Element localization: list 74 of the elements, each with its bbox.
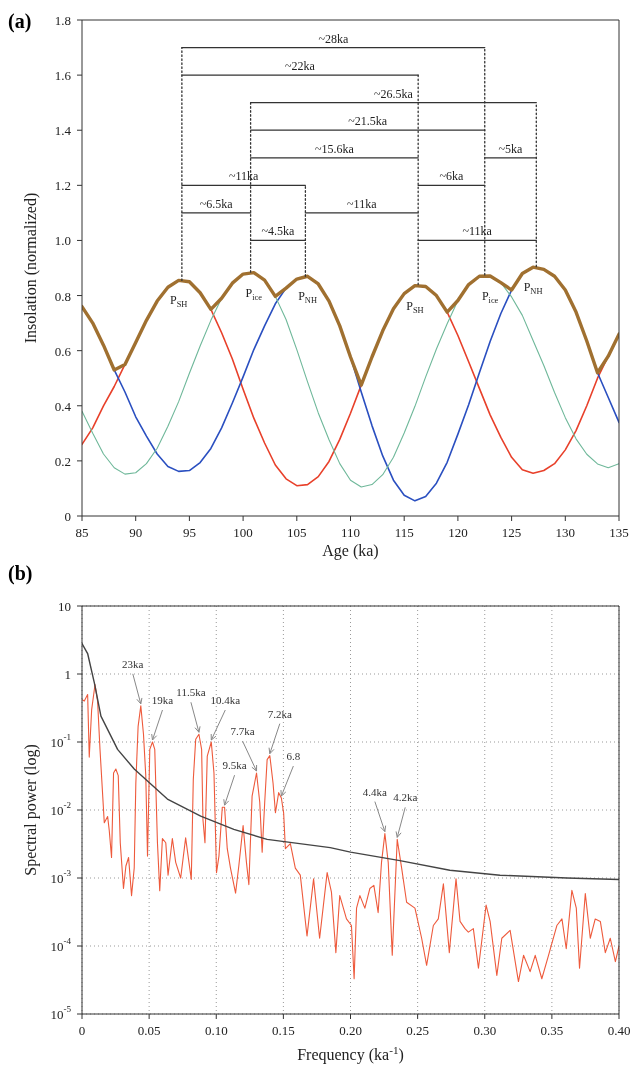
y-axis-title: Spectral power (log): [21, 744, 40, 876]
y-tick-label: 1.2: [54, 177, 71, 193]
annotation: ~15.6ka: [314, 141, 355, 156]
line-series: [82, 265, 619, 387]
x-tick-label: 120: [448, 525, 468, 540]
x-tick-label: 95: [182, 525, 196, 540]
annotation: P$_{SH}$: [169, 293, 188, 310]
x-tick-label: 0.10: [204, 1023, 228, 1038]
y-tick-label: 10$^{-1}$: [50, 732, 71, 750]
y-tick-label: 1.8: [54, 12, 71, 28]
x-tick-label: 0.15: [272, 1023, 295, 1038]
annotation: ~5ka: [498, 141, 524, 156]
x-tick-label: 0.20: [339, 1023, 362, 1038]
x-tick-label: 0.30: [473, 1023, 497, 1038]
x-axis-title: Age (ka): [322, 542, 379, 560]
x-tick-label: 0.25: [406, 1023, 429, 1038]
annotation: 4.4ka: [362, 785, 388, 798]
y-tick-label: 0: [64, 508, 71, 524]
annotation: P$_{ice}$: [245, 285, 263, 302]
annotation: 7.7ka: [230, 725, 255, 737]
x-tick-label: 90: [129, 525, 143, 540]
y-tick-label: 10$^{-5}$: [50, 1004, 72, 1022]
annotation: ~6.5ka: [199, 196, 234, 211]
annotation: ~11ka: [347, 196, 378, 211]
x-tick-label: 105: [287, 525, 307, 540]
annotation: 11.5ka: [176, 686, 206, 699]
annotation: 6.8: [286, 750, 301, 763]
x-axis-title: Frequency (ka$^{-1}$): [297, 1044, 404, 1064]
y-tick-label: 0.8: [54, 288, 71, 304]
x-tick-label: 115: [394, 525, 414, 540]
y-tick-label: 10$^{-2}$: [50, 800, 72, 818]
y-tick-label: 0.2: [54, 453, 71, 469]
annotation: P$_{NH}$: [298, 289, 317, 306]
annotation: ~11ka: [462, 224, 493, 239]
y-tick-label: 1.0: [54, 232, 71, 248]
x-tick-label: 0.05: [137, 1023, 161, 1038]
x-tick-label: 0.40: [607, 1023, 630, 1038]
y-tick-label: 1.4: [54, 122, 72, 138]
line-series: [82, 683, 619, 983]
annotation: ~28ka: [318, 31, 349, 46]
chart-title: (b): [8, 562, 33, 585]
y-tick-label: 10$^{-3}$: [50, 868, 72, 886]
annotation: ~6ka: [439, 169, 465, 184]
y-tick-label: 10: [58, 598, 71, 614]
annotation: ~22ka: [285, 59, 316, 74]
x-tick-label: 85: [75, 525, 89, 540]
y-tick-label: 0.6: [54, 343, 72, 359]
x-tick-label: 125: [501, 525, 522, 540]
annotation: 4.2ka: [393, 791, 418, 804]
annotation: P$_{NH}$: [523, 280, 543, 297]
y-tick-label: 10$^{-4}$: [50, 936, 72, 954]
annotation: 7.2ka: [267, 707, 292, 720]
annotation: 10.4ka: [210, 694, 241, 706]
y-tick-label: 0.4: [54, 398, 72, 414]
annotation: ~4.5ka: [261, 224, 296, 239]
x-tick-label: 100: [233, 525, 253, 540]
y-tick-label: 1.6: [54, 67, 72, 83]
annotation: ~11ka: [228, 169, 259, 184]
y-axis-title: Insolation (normalized): [21, 192, 40, 344]
x-tick-label: 130: [555, 525, 576, 540]
x-tick-label: 0: [78, 1023, 86, 1038]
x-tick-label: 0.35: [540, 1023, 564, 1038]
annotation: 19ka: [151, 694, 174, 706]
annotation: P$_{ice}$: [481, 288, 499, 305]
line-series: [82, 642, 619, 881]
x-tick-label: 135: [609, 525, 629, 540]
annotation: ~21.5ka: [348, 114, 388, 129]
annotation: 9.5ka: [222, 759, 247, 772]
y-tick-label: 1: [64, 666, 71, 682]
annotation: 23ka: [122, 657, 144, 670]
annotation: ~26.5ka: [374, 86, 414, 101]
chart-title: (a): [8, 10, 32, 33]
x-tick-label: 110: [340, 525, 361, 540]
annotation: P$_{SH}$: [406, 298, 424, 315]
